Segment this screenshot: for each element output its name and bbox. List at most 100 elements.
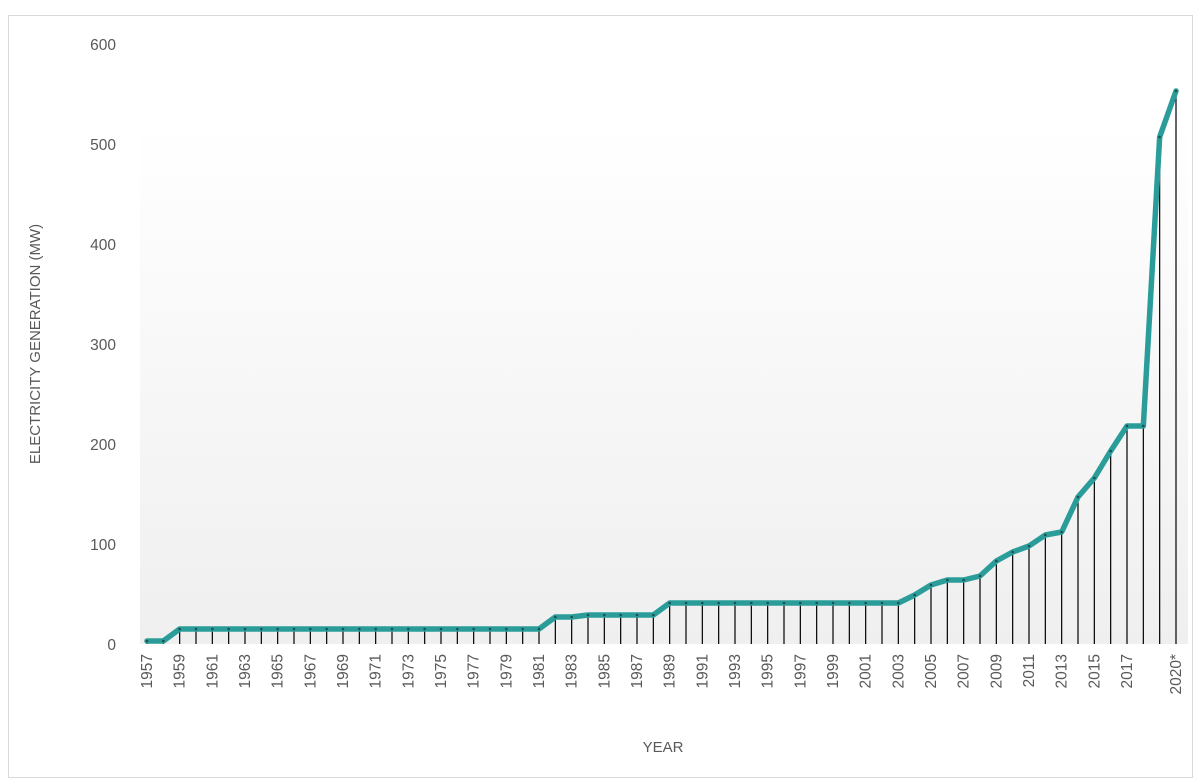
data-point <box>603 613 606 617</box>
data-point <box>1060 530 1063 534</box>
data-point <box>488 627 492 631</box>
y-axis-title: ELECTRICITY GENERATION (MW) <box>27 224 44 464</box>
data-point <box>178 627 181 631</box>
data-point <box>505 627 508 631</box>
x-tick-label: 1993 <box>727 654 744 688</box>
data-point <box>766 601 769 605</box>
x-tick-label: 1991 <box>694 654 711 688</box>
data-point <box>292 627 296 631</box>
data-point <box>358 627 361 631</box>
x-tick-label: 2009 <box>988 654 1005 688</box>
data-point <box>211 627 214 631</box>
data-point <box>815 601 818 605</box>
data-point <box>1011 550 1014 554</box>
data-point <box>374 627 377 631</box>
x-tick-label: 1971 <box>368 654 385 688</box>
x-tick-label: 1997 <box>792 654 809 688</box>
data-point <box>913 593 916 597</box>
y-tick-label: 200 <box>90 437 116 454</box>
data-point <box>1027 544 1031 548</box>
data-point <box>668 601 671 605</box>
data-point <box>423 627 426 631</box>
x-tick-label: 1967 <box>302 654 319 688</box>
data-point <box>929 583 933 587</box>
data-point <box>1158 135 1161 139</box>
data-point <box>586 613 590 617</box>
data-point <box>276 627 279 631</box>
data-point <box>1125 424 1129 428</box>
data-point <box>1044 533 1047 537</box>
x-tick-label: 1979 <box>498 654 515 688</box>
series-layer <box>144 88 1179 644</box>
y-tick-label: 100 <box>90 537 116 554</box>
data-point <box>799 601 802 605</box>
data-point <box>717 601 720 605</box>
data-point <box>260 627 263 631</box>
x-tick-label: 1959 <box>172 654 189 688</box>
data-point <box>439 627 443 631</box>
x-tick-label: 1995 <box>760 654 777 688</box>
x-tick-label: 1985 <box>596 654 613 688</box>
data-point <box>554 615 557 619</box>
x-tick-label: 1965 <box>270 654 287 688</box>
data-point <box>848 601 851 605</box>
y-tick-label: 300 <box>90 337 116 354</box>
x-tick-label: 2013 <box>1054 654 1071 688</box>
data-point <box>1093 476 1096 480</box>
x-tick-label: 1961 <box>204 654 221 688</box>
data-point <box>472 627 475 631</box>
y-axis: 0 100 200 300 400 500 600 <box>90 37 116 654</box>
data-point <box>782 601 786 605</box>
x-tick-label: 2011 <box>1021 654 1038 687</box>
data-point <box>995 559 998 563</box>
x-tick-label: 2007 <box>956 654 973 688</box>
data-point <box>227 627 230 631</box>
data-point <box>750 601 753 605</box>
data-point <box>733 601 737 605</box>
x-tick-label: 1963 <box>237 654 254 688</box>
x-tick-label: 1989 <box>662 654 679 688</box>
data-point <box>864 601 867 605</box>
data-point <box>407 627 410 631</box>
x-tick-label: 2001 <box>858 654 875 688</box>
data-point <box>978 574 982 578</box>
x-tick-label: 2015 <box>1086 654 1103 688</box>
data-point <box>325 627 328 631</box>
data-point <box>537 627 541 631</box>
data-point <box>309 627 312 631</box>
data-point <box>635 613 639 617</box>
plot-background <box>140 124 1188 644</box>
x-axis-title: YEAR <box>643 739 684 756</box>
data-point <box>652 613 655 617</box>
x-tick-label: 1969 <box>335 654 352 688</box>
x-tick-label: 1975 <box>433 654 450 688</box>
data-point <box>341 627 345 631</box>
data-point <box>162 639 165 643</box>
y-tick-label: 0 <box>107 637 116 654</box>
data-point <box>897 601 900 605</box>
x-tick-label: 2020* <box>1168 654 1185 695</box>
x-tick-label: 2003 <box>890 654 907 688</box>
data-point <box>1109 449 1112 453</box>
y-tick-label: 600 <box>90 37 116 54</box>
x-tick-label: 2017 <box>1119 654 1136 688</box>
data-point <box>831 601 835 605</box>
x-tick-label: 1999 <box>825 654 842 688</box>
data-point <box>1174 89 1178 93</box>
data-point <box>194 627 198 631</box>
x-tick-label: 1973 <box>400 654 417 688</box>
data-point <box>243 627 247 631</box>
data-point <box>946 578 949 582</box>
data-point <box>880 601 884 605</box>
x-tick-label: 1981 <box>531 654 548 688</box>
x-tick-label: 1957 <box>139 654 156 688</box>
x-axis: 1957 1959 1961 1963 1965 1967 1969 1971 1973 1975… <box>139 654 1185 695</box>
x-tick-label: 2005 <box>923 654 940 688</box>
data-point <box>570 615 573 619</box>
y-tick-label: 500 <box>90 137 116 154</box>
data-point <box>962 578 965 582</box>
x-tick-label: 1977 <box>466 654 483 688</box>
data-point <box>701 601 704 605</box>
data-point <box>390 627 394 631</box>
